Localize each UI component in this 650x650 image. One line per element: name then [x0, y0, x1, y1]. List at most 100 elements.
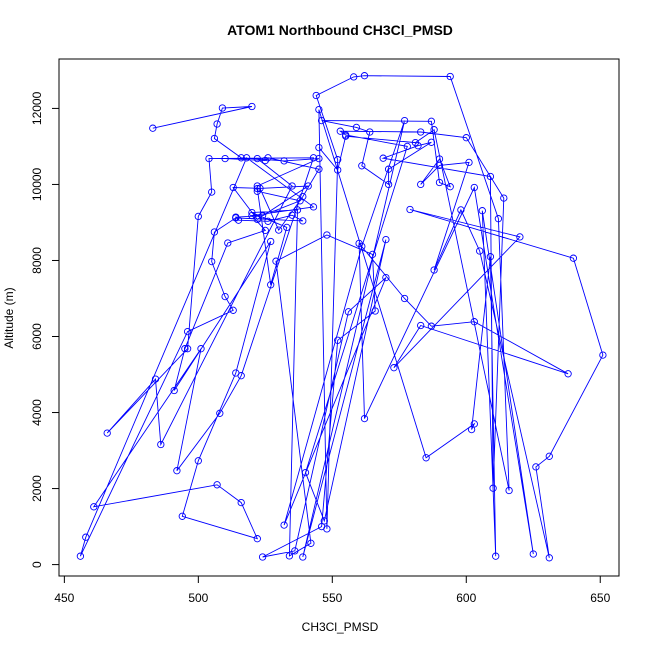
data-point — [301, 468, 310, 477]
data-point — [430, 126, 438, 134]
data-point — [299, 553, 307, 561]
data-point — [210, 134, 219, 143]
data-point — [427, 138, 436, 146]
chart-title: ATOM1 Northbound CH3Cl_PMSD — [227, 22, 453, 38]
data-point — [267, 237, 275, 246]
data-point — [427, 322, 436, 330]
data-point — [470, 183, 478, 192]
data-point — [545, 452, 553, 460]
data-point — [334, 336, 342, 344]
data-point — [309, 203, 318, 211]
y-tick-label: 12000 — [30, 91, 44, 125]
data-point — [516, 233, 524, 241]
data-point — [358, 162, 366, 170]
data-point — [355, 239, 363, 248]
data-point — [435, 178, 444, 187]
data-point — [371, 307, 379, 315]
data-point — [545, 554, 553, 562]
y-tick-label: 10000 — [30, 167, 44, 201]
data-point — [76, 552, 85, 560]
x-tick-label: 550 — [322, 591, 342, 605]
data-point — [299, 217, 307, 225]
data-point — [430, 266, 438, 274]
data-point — [213, 120, 221, 128]
data-point — [435, 161, 444, 170]
data-point — [417, 128, 425, 136]
data-point — [197, 345, 205, 353]
data-point — [532, 463, 540, 471]
data-point — [564, 370, 572, 378]
data-point — [320, 517, 328, 525]
data-point — [224, 239, 232, 247]
data-point — [183, 345, 192, 353]
data-point — [315, 143, 323, 152]
data-point — [221, 154, 229, 163]
data-point — [299, 192, 307, 201]
x-tick-label: 600 — [456, 591, 476, 605]
data-point — [275, 226, 283, 234]
data-point — [194, 212, 202, 221]
data-point — [285, 552, 294, 560]
plot-area — [76, 72, 607, 562]
data-point — [253, 154, 261, 163]
data-point — [446, 72, 454, 81]
data-point — [368, 250, 377, 259]
data-point — [492, 552, 500, 560]
data-point — [304, 182, 312, 190]
data-point — [470, 318, 478, 326]
data-point — [237, 154, 245, 162]
data-point — [312, 91, 320, 100]
data-point — [288, 182, 296, 190]
data-point — [315, 165, 323, 173]
y-tick-label: 8000 — [30, 247, 44, 274]
data-point — [476, 247, 484, 255]
data-point — [315, 154, 323, 163]
data-point — [90, 503, 98, 511]
data-point — [478, 207, 486, 215]
data-point — [237, 372, 245, 380]
data-point — [470, 420, 478, 428]
data-point — [427, 117, 436, 125]
data-point — [213, 481, 221, 489]
data-point — [334, 166, 342, 174]
data-point — [280, 521, 288, 529]
data-point — [366, 128, 374, 136]
plot-frame — [58, 58, 620, 577]
data-point — [208, 188, 216, 196]
data-point — [181, 345, 189, 353]
data-point — [272, 257, 280, 265]
data-point — [342, 132, 350, 140]
data-point — [248, 208, 256, 217]
y-axis-label: Altitude (m) — [2, 287, 16, 348]
data-point — [261, 226, 269, 235]
data-point — [382, 235, 390, 244]
data-point — [307, 539, 315, 547]
data-point — [248, 211, 256, 220]
data-point — [258, 553, 267, 561]
data-point — [529, 550, 537, 558]
data-point — [264, 217, 272, 225]
y-axis: 0 2000 4000 6000 8000 10000 12000 — [30, 91, 59, 568]
data-point — [417, 321, 425, 330]
data-point — [237, 498, 245, 507]
data-point — [253, 215, 261, 224]
data-point — [149, 124, 157, 132]
data-point — [253, 535, 261, 543]
data-point — [280, 157, 288, 165]
data-point — [283, 223, 291, 232]
data-point — [229, 306, 237, 314]
y-tick-label: 4000 — [30, 399, 44, 426]
data-point — [157, 440, 165, 449]
data-point — [208, 257, 216, 266]
data-point — [256, 184, 264, 192]
data-point — [261, 156, 269, 165]
data-point — [500, 194, 508, 202]
data-point — [446, 183, 454, 191]
data-point — [151, 375, 160, 383]
data-point — [400, 116, 409, 125]
data-point — [258, 211, 267, 220]
x-tick-label: 650 — [590, 591, 610, 605]
data-point — [336, 127, 344, 135]
data-point — [379, 154, 387, 162]
